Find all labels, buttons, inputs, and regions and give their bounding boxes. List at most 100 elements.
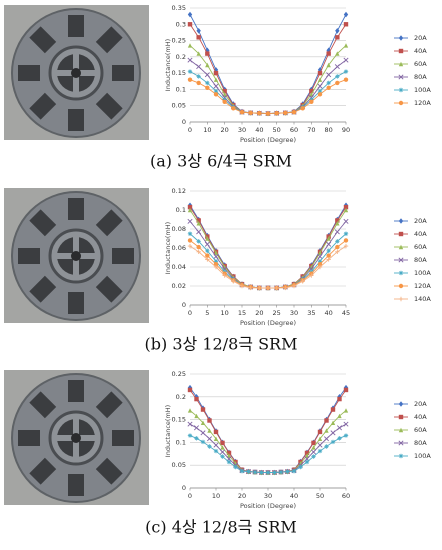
marker xyxy=(318,449,322,453)
marker xyxy=(337,397,341,401)
marker xyxy=(248,111,252,115)
marker xyxy=(344,43,348,47)
x-axis-title: Position (Degree) xyxy=(240,136,296,144)
marker xyxy=(318,92,322,96)
marker xyxy=(207,418,211,422)
legend-label: 20A xyxy=(414,400,427,408)
marker xyxy=(188,58,192,62)
y-axis-title: Inductance(mH) xyxy=(164,222,172,274)
legend-label: 100A xyxy=(414,269,431,277)
series-line xyxy=(190,15,346,114)
y-tick-label: 0.35 xyxy=(172,4,186,12)
x-tick-label: 80 xyxy=(325,126,333,134)
y-tick-label: 0.02 xyxy=(172,282,186,290)
marker xyxy=(399,284,403,288)
y-tick-label: 0.2 xyxy=(176,393,186,401)
marker xyxy=(188,219,192,223)
marker xyxy=(318,71,322,75)
marker xyxy=(188,77,192,81)
marker xyxy=(399,454,403,458)
y-tick-label: 0.05 xyxy=(172,102,186,110)
marker xyxy=(196,35,200,39)
x-tick-label: 45 xyxy=(342,309,350,317)
marker xyxy=(233,465,237,469)
caption: (a) 3상 6/4극 SRM xyxy=(150,152,292,171)
y-tick-label: 0.25 xyxy=(172,37,186,45)
marker xyxy=(344,238,348,242)
x-tick-label: 10 xyxy=(203,126,211,134)
series-line xyxy=(190,207,346,288)
legend-label: 100A xyxy=(414,452,431,460)
marker xyxy=(318,84,322,88)
marker xyxy=(318,430,322,434)
marker xyxy=(246,469,250,473)
y-tick-label: 0.15 xyxy=(172,69,186,77)
legend-label: 20A xyxy=(414,217,427,225)
marker xyxy=(272,470,276,474)
marker xyxy=(399,49,403,53)
marker xyxy=(196,64,200,68)
marker xyxy=(318,443,322,447)
marker xyxy=(279,470,283,474)
x-tick-label: 5 xyxy=(205,309,209,317)
marker xyxy=(326,242,330,246)
caption: (c) 4상 12/8극 SRM xyxy=(145,518,297,537)
marker xyxy=(196,230,200,234)
marker xyxy=(194,436,198,440)
marker xyxy=(344,388,348,392)
legend-label: 40A xyxy=(414,47,427,55)
marker xyxy=(399,232,403,236)
marker xyxy=(324,437,328,441)
marker xyxy=(344,69,348,73)
x-tick-label: 15 xyxy=(238,309,246,317)
x-axis-title: Position (Degree) xyxy=(240,319,296,327)
x-tick-label: 0 xyxy=(188,309,192,317)
series-line xyxy=(190,234,346,288)
marker xyxy=(335,64,339,68)
marker xyxy=(335,35,339,39)
series-line xyxy=(190,210,346,288)
marker xyxy=(326,81,330,85)
marker xyxy=(214,254,218,258)
marker xyxy=(214,430,218,434)
marker xyxy=(257,111,261,115)
marker xyxy=(311,441,315,445)
x-axis-title: Position (Degree) xyxy=(240,502,296,510)
marker xyxy=(331,440,335,444)
marker xyxy=(292,469,296,473)
marker xyxy=(399,88,403,92)
marker xyxy=(344,219,348,223)
marker xyxy=(201,407,205,411)
marker xyxy=(399,415,403,419)
marker xyxy=(205,81,209,85)
marker xyxy=(194,426,198,430)
marker xyxy=(335,230,339,234)
marker xyxy=(399,297,403,301)
marker xyxy=(305,460,309,464)
series-line xyxy=(190,390,346,473)
legend-label: 80A xyxy=(414,73,427,81)
y-tick-label: 0.25 xyxy=(172,370,186,378)
marker xyxy=(188,43,192,47)
legend-label: 80A xyxy=(414,256,427,264)
x-tick-label: 60 xyxy=(290,126,298,134)
y-tick-label: 0 xyxy=(182,301,186,309)
motor-photo xyxy=(4,188,149,323)
x-tick-label: 20 xyxy=(238,492,246,500)
marker xyxy=(220,450,224,454)
marker xyxy=(309,100,313,104)
series-line xyxy=(190,221,346,288)
marker xyxy=(399,218,403,224)
legend-label: 100A xyxy=(414,86,431,94)
y-tick-label: 0.1 xyxy=(176,85,186,93)
y-tick-label: 0.06 xyxy=(172,244,186,252)
marker xyxy=(274,111,278,115)
x-tick-label: 50 xyxy=(273,126,281,134)
marker xyxy=(188,408,192,412)
marker xyxy=(222,100,226,104)
marker xyxy=(196,81,200,85)
marker xyxy=(399,101,403,105)
marker xyxy=(253,470,257,474)
marker xyxy=(335,239,339,243)
marker xyxy=(331,431,335,435)
